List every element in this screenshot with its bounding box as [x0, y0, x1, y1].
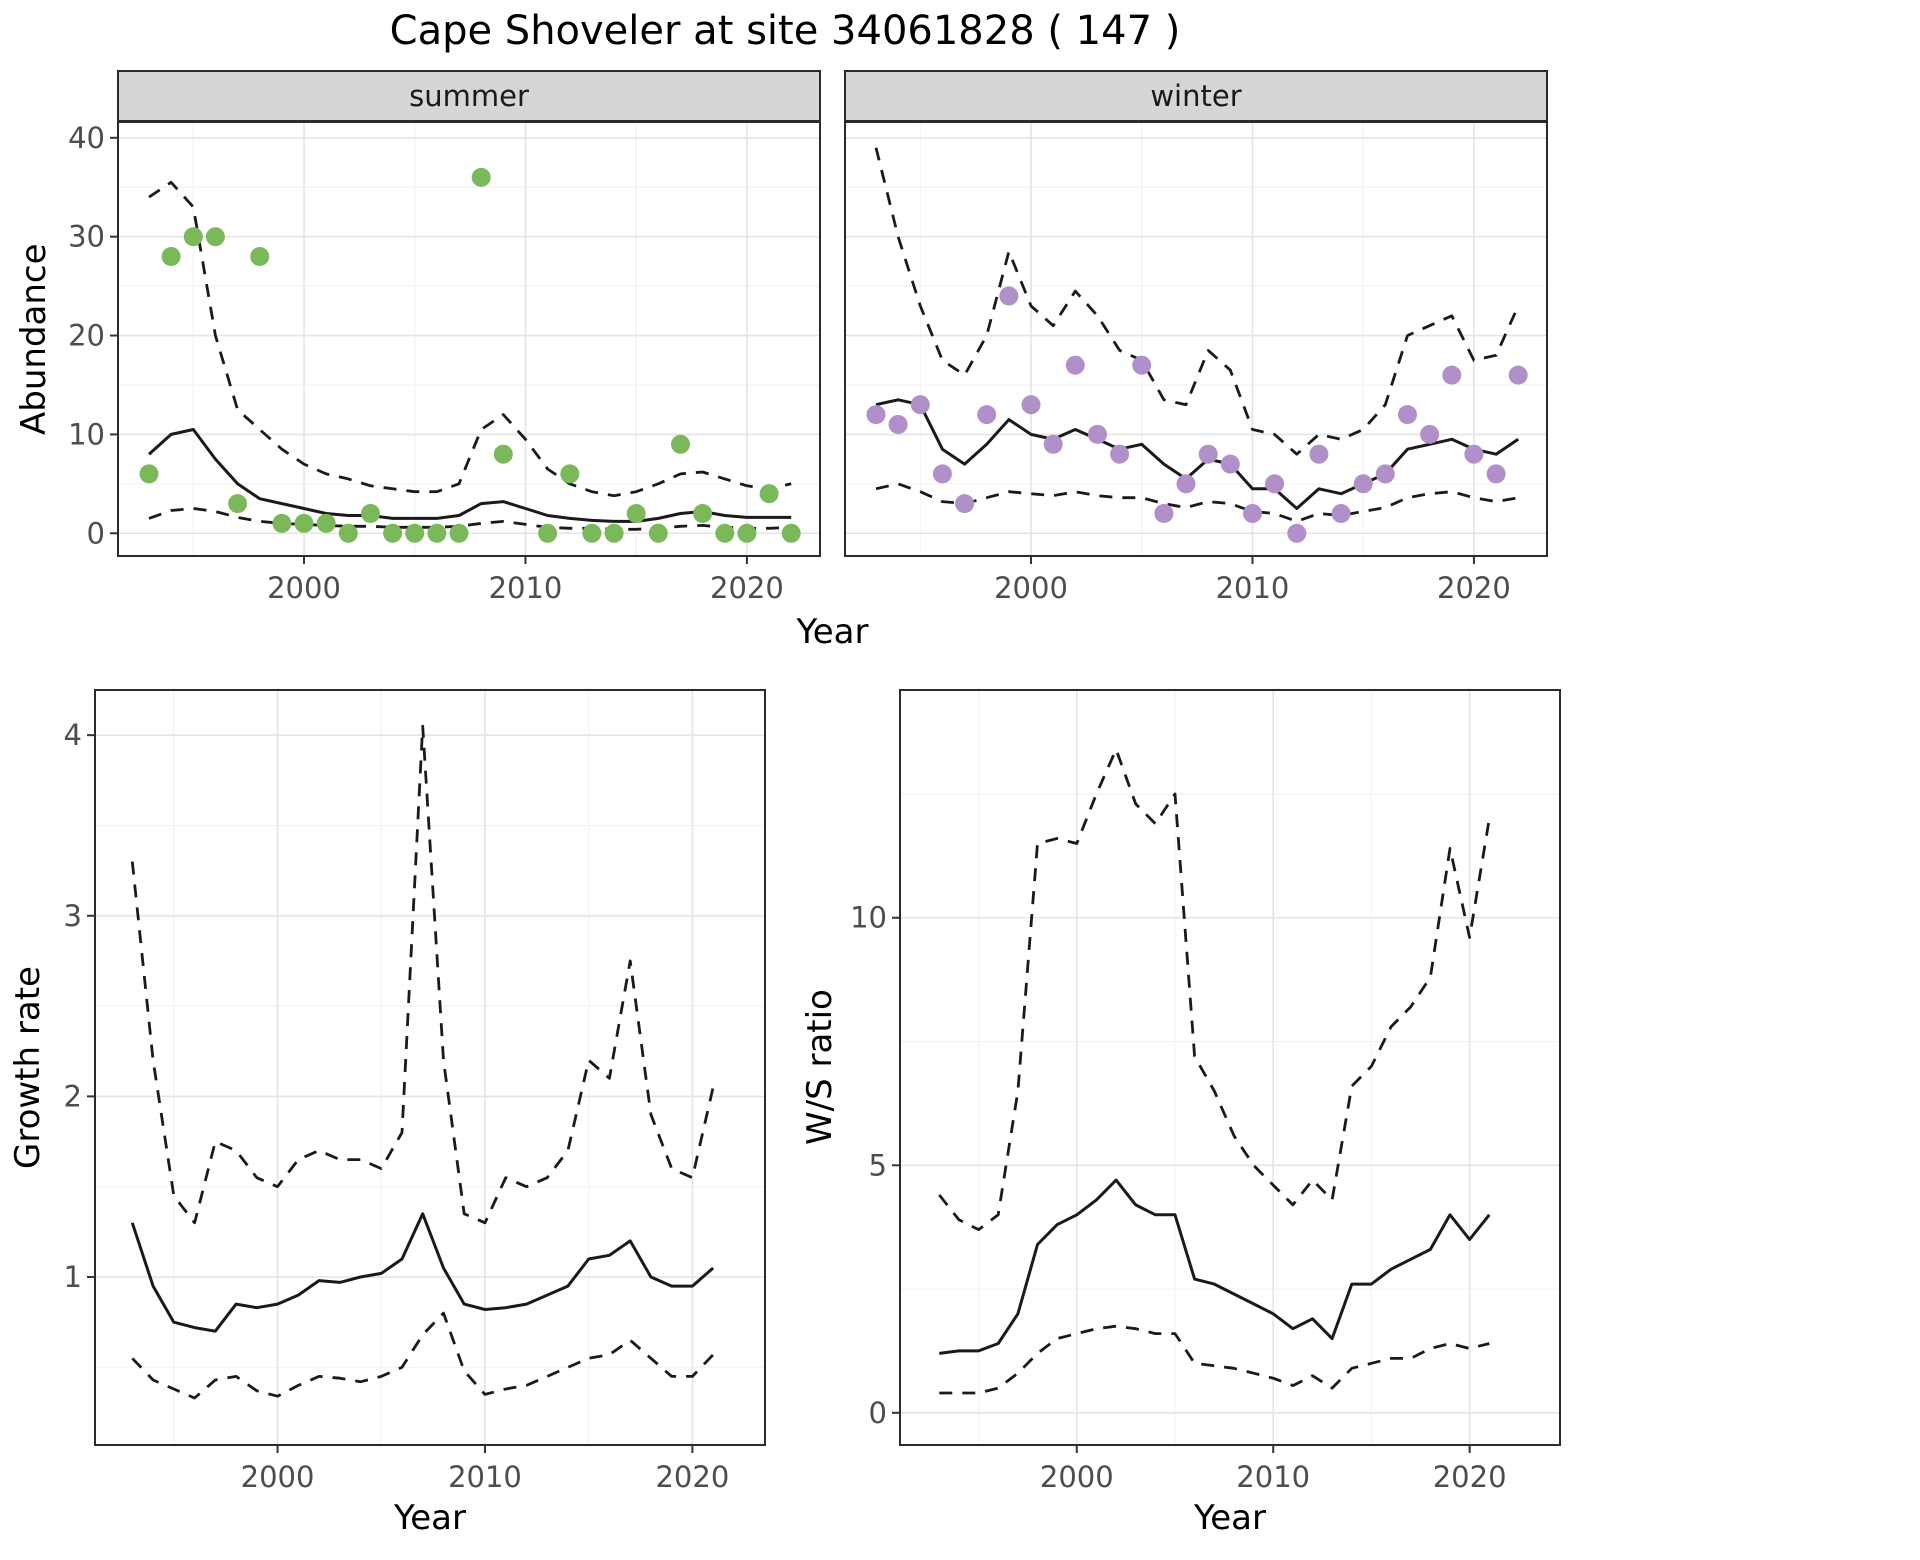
svg-text:40: 40: [68, 121, 105, 155]
svg-text:1: 1: [64, 1260, 82, 1294]
svg-text:4: 4: [64, 718, 82, 752]
svg-text:2000: 2000: [994, 571, 1068, 605]
abundance-y-axis-label: Abundance: [14, 243, 54, 435]
svg-text:2010: 2010: [1236, 1460, 1310, 1494]
svg-text:2020: 2020: [710, 571, 784, 605]
svg-text:2020: 2020: [1437, 571, 1511, 605]
svg-text:2010: 2010: [489, 571, 563, 605]
growth-rate-panel: 2000 2010 2020 1 2 3 4: [64, 689, 766, 1494]
svg-text:2000: 2000: [1040, 1460, 1114, 1494]
abundance-summer-panel: summer 2000 2010 2020 0 10 20 30 40: [68, 70, 821, 605]
ws-ratio-y-axis-label: W/S ratio: [800, 989, 840, 1146]
svg-text:2000: 2000: [241, 1460, 315, 1494]
svg-text:3: 3: [64, 899, 82, 933]
svg-text:10: 10: [850, 901, 887, 935]
svg-text:2020: 2020: [655, 1460, 729, 1494]
ws-ratio-panel: 2000 2010 2020 0 5 10: [850, 689, 1561, 1494]
abundance-x-axis-label: Year: [796, 612, 869, 652]
svg-text:summer: summer: [409, 79, 529, 113]
svg-text:0: 0: [87, 516, 105, 550]
svg-text:20: 20: [68, 319, 105, 353]
svg-text:5: 5: [869, 1148, 887, 1182]
ws-ratio-x-axis-label: Year: [1194, 1498, 1266, 1538]
svg-text:2010: 2010: [1216, 571, 1290, 605]
svg-text:winter: winter: [1150, 79, 1241, 113]
growth-rate-x-axis-label: Year: [394, 1498, 466, 1538]
abundance-winter-panel: winter 2000 2010 2020: [844, 70, 1548, 605]
svg-text:0: 0: [869, 1396, 887, 1430]
svg-text:2: 2: [64, 1079, 82, 1113]
svg-text:2010: 2010: [448, 1460, 522, 1494]
svg-text:10: 10: [68, 417, 105, 451]
figure-title: Cape Shoveler at site 34061828 ( 147 ): [389, 8, 1181, 54]
svg-text:30: 30: [68, 220, 105, 254]
svg-text:2000: 2000: [267, 571, 341, 605]
svg-text:2020: 2020: [1433, 1460, 1507, 1494]
